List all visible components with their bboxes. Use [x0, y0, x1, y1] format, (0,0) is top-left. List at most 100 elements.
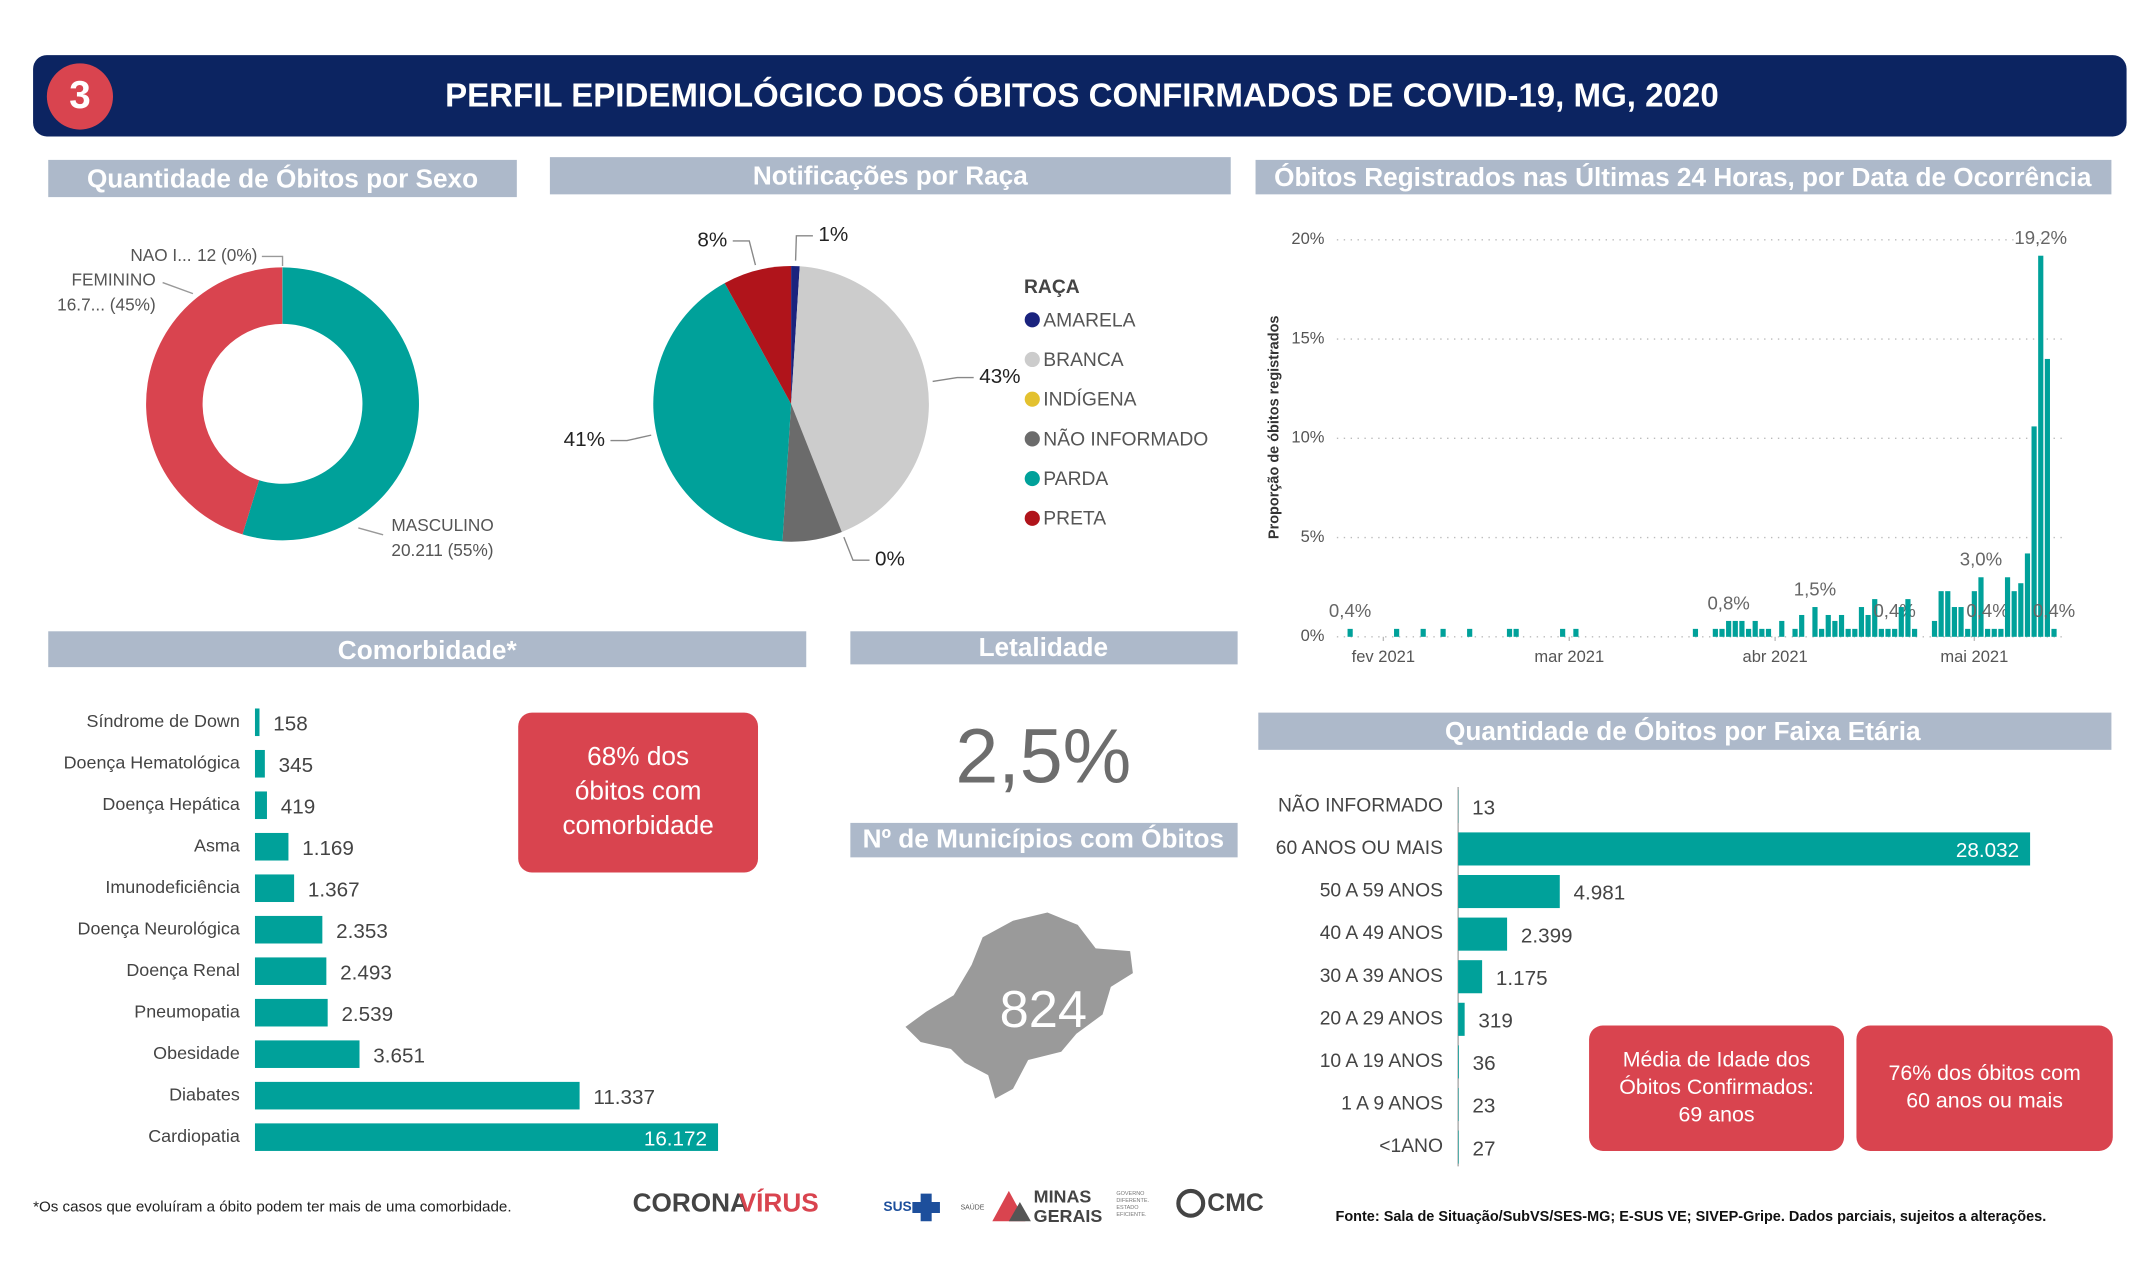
bar [1978, 577, 1984, 637]
donut-segment [242, 267, 419, 541]
bar [2051, 628, 2057, 637]
pie-slice [724, 266, 792, 404]
data-label: 23 [1472, 1095, 1495, 1118]
bar [254, 957, 327, 985]
kpi-value: 2,5% [955, 714, 1131, 800]
category-label: Obesidade [153, 1043, 240, 1063]
bar [254, 749, 265, 778]
bar [1458, 960, 1483, 994]
bar [1779, 620, 1785, 637]
category-label: 30 A 39 ANOS [1320, 966, 1443, 987]
donut-segment [146, 267, 283, 535]
bar [1938, 591, 1944, 637]
y-axis-label: Proporção de óbitos registrados [1267, 316, 1283, 540]
bar [1458, 1045, 1459, 1079]
section-title: Quantidade de Óbitos por Sexo [87, 163, 478, 193]
section-title: Quantidade de Óbitos por Faixa Etária [1445, 716, 1921, 746]
leader-line [610, 434, 652, 442]
bar [1420, 628, 1426, 637]
bar [1998, 628, 2004, 637]
bar [1832, 620, 1838, 637]
bar [2044, 358, 2050, 637]
bar [1911, 628, 1918, 637]
bar [1931, 620, 1938, 637]
data-label: 28.032 [1956, 839, 2019, 862]
data-label: 419 [281, 795, 315, 818]
bar [1945, 591, 1951, 637]
bar [1726, 620, 1732, 637]
bar [1792, 628, 1798, 637]
bar [254, 998, 328, 1027]
annotation-box [1589, 1025, 1845, 1151]
section-title: Comorbidade* [338, 635, 518, 665]
state-map [905, 912, 1133, 1099]
bar [1513, 628, 1519, 637]
section-bar [1255, 159, 2112, 195]
bar [254, 832, 289, 861]
legend-swatch [1024, 510, 1040, 526]
bar [1812, 607, 1818, 637]
section-bar [549, 157, 1231, 195]
segment-label: MASCULINO [391, 515, 493, 535]
annotation-box [518, 712, 759, 873]
annotation-text: 60 anos ou mais [1906, 1089, 2063, 1113]
data-label: 3,0% [1960, 549, 2002, 570]
annotation-text: Média de Idade dos [1623, 1047, 1811, 1071]
data-label: 345 [279, 754, 313, 777]
annotation-text: Óbitos Confirmados: [1619, 1074, 1814, 1099]
data-label: 3.651 [373, 1044, 425, 1067]
bar [2024, 553, 2031, 637]
section-bar [850, 822, 1238, 858]
slice-label: 43% [979, 365, 1020, 388]
logo-text: SAÚDE [961, 1202, 985, 1211]
logo-text: GOVERNO [1116, 1191, 1145, 1197]
bar [1692, 628, 1699, 637]
annotation-text: comorbidade [562, 810, 713, 840]
bar [254, 915, 323, 944]
data-label: 0,4% [1329, 600, 1371, 621]
leader-line [261, 255, 284, 267]
kpi-value: 824 [1000, 981, 1087, 1039]
slice-label: 8% [697, 228, 727, 251]
legend-label: NÃO INFORMADO [1043, 427, 1208, 450]
bar [1560, 628, 1566, 637]
logo-text: GERAIS [1034, 1206, 1103, 1226]
bar [254, 708, 260, 737]
category-label: Doença Hematológica [64, 752, 240, 772]
leader-line [358, 527, 384, 536]
section-bar [1258, 712, 2112, 750]
annotation-text: 68% dos [587, 741, 689, 771]
legend-swatch [1024, 312, 1040, 328]
segment-value: 12 (0%) [197, 245, 257, 265]
slice-label: 0% [875, 548, 905, 571]
y-tick-label: 0% [1301, 626, 1325, 645]
bar [254, 791, 267, 820]
data-label: 1.175 [1496, 967, 1548, 990]
bar [1458, 1002, 1465, 1036]
logo-text: ESTADO [1116, 1205, 1139, 1211]
leader-line [843, 536, 870, 561]
data-label: 13 [1472, 797, 1495, 820]
bar [254, 1040, 360, 1068]
bar [1878, 628, 1884, 637]
bar [1965, 628, 1971, 637]
bar [1732, 620, 1738, 637]
bar [1458, 917, 1508, 951]
bar [2004, 577, 2011, 637]
bar [1765, 628, 1772, 637]
data-label: 0,4% [1873, 600, 1915, 621]
bar [1458, 832, 2031, 866]
category-label: 60 ANOS OU MAIS [1276, 838, 1443, 859]
category-label: Doença Neurológica [78, 918, 240, 938]
bar [1719, 628, 1725, 637]
logo-text: SUS [883, 1199, 911, 1214]
x-tick-label: fev 2021 [1352, 647, 1415, 666]
data-label: 1.169 [302, 837, 354, 860]
segment-label: NAO I... [130, 245, 191, 265]
pie-slice [782, 403, 842, 542]
data-label: 11.337 [593, 1086, 655, 1109]
bar [2011, 591, 2017, 637]
leader-line [732, 240, 757, 266]
bar [1991, 628, 1997, 637]
